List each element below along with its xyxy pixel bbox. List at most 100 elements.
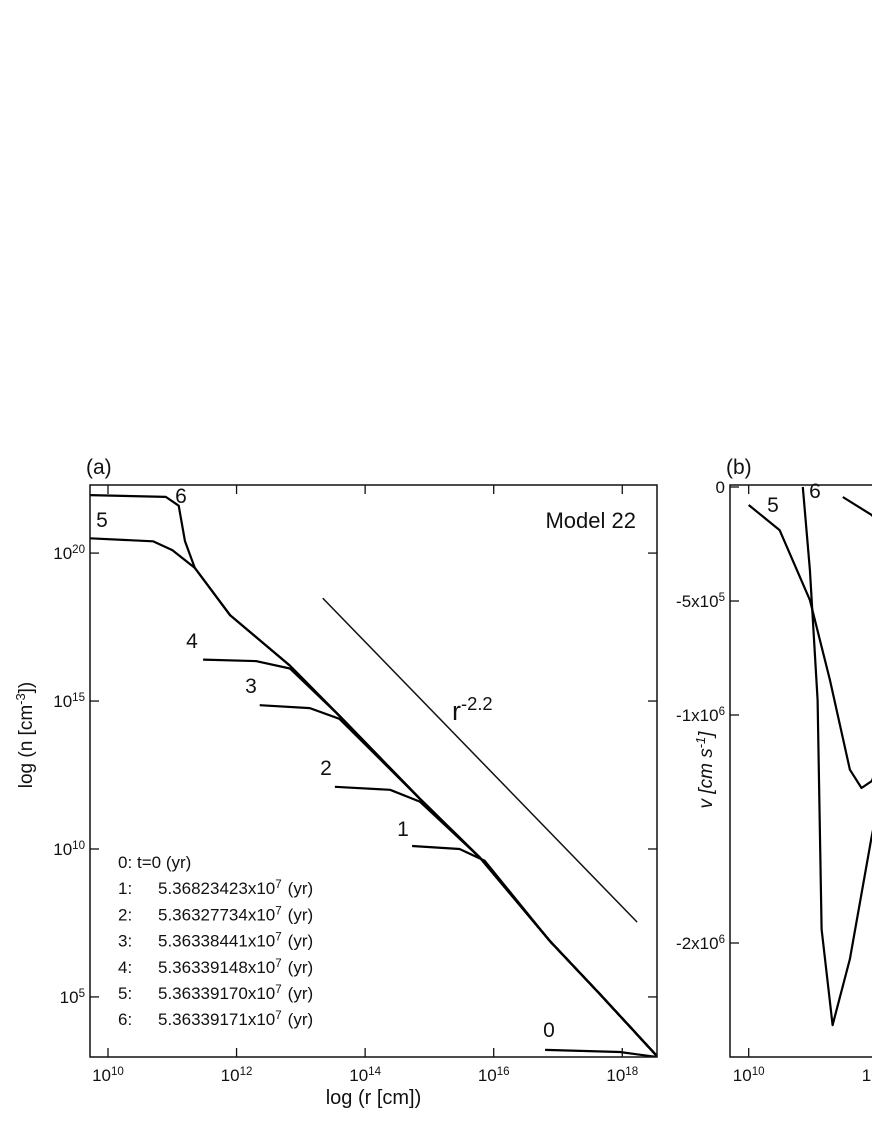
y-axis-label: v [cm s-1] [693,731,718,809]
series-label: 2 [320,757,332,780]
text-part: 10 [733,1066,752,1085]
text-part: -2x10 [676,934,719,953]
legend-text: 5.36339148x10 [158,958,275,977]
legend-text: t=0 (yr) [137,853,191,872]
x-tick-label: 1014 [349,1066,381,1085]
superscript: 18 [625,1066,638,1078]
y-tick-label: -1x106 [676,706,725,725]
legend-entry: 3: 5.36338441x107 (yr) [118,932,313,951]
legend-unit: (yr) [288,879,313,898]
series-label: 5 [96,509,108,532]
superscript: 7 [275,958,281,970]
superscript: 5 [719,592,725,604]
series-label: 3 [245,675,257,698]
legend-key: 3: [118,932,132,951]
superscript: 6 [719,934,725,946]
superscript: 10 [111,1066,124,1078]
text-part: -5x10 [676,592,719,611]
legend-text: 5.36339171x10 [158,1010,275,1029]
series-label: 6 [809,480,821,503]
y-axis-label: log (n [cm-3]) [13,682,38,789]
text-part: 10 [92,1066,111,1085]
legend-entry: 6: 5.36339171x107 (yr) [118,1010,313,1029]
superscript: 7 [275,1010,281,1022]
y-tick-label: 1020 [53,544,85,563]
legend-unit: (yr) [288,984,313,1003]
text-part: log (n [cm [16,705,37,788]
legend-key: 1: [118,879,132,898]
plot-frame [729,484,872,1058]
superscript: 10 [752,1066,765,1078]
y-tick-label: 1015 [53,692,85,711]
text-part: 10 [53,692,72,711]
superscript: -3 [13,693,28,704]
panel [90,494,657,1057]
series-label: 5 [767,494,779,517]
legend-key: 0: [118,853,132,872]
data-line [801,486,872,1027]
panel-label: (b) [726,456,752,479]
x-tick-label: 1018 [606,1066,638,1085]
superscript: -2.2 [461,693,493,714]
data-line [545,1048,657,1057]
reference-line [322,597,638,923]
legend-unit: (yr) [288,905,313,924]
legend-text: 5.36338441x10 [158,932,275,951]
legend-entry: 0: t=0 (yr) [118,853,191,872]
text-part: -1x10 [676,706,719,725]
x-tick-label: 1012 [221,1066,253,1085]
superscript: 14 [368,1066,381,1078]
text-part: 10 [221,1066,240,1085]
text-part: 10 [53,544,72,563]
superscript: 7 [275,932,281,944]
series-label: 6 [175,485,187,508]
text-part: 10 [478,1066,497,1085]
data-line [842,496,872,518]
legend-entry: 5: 5.36339170x107 (yr) [118,984,313,1003]
superscript: 12 [240,1066,253,1078]
legend-key: 2: [118,905,132,924]
legend-unit: (yr) [288,958,313,977]
data-line [412,844,657,1057]
legend-text: 5.36823423x10 [158,879,275,898]
series-label: 0 [543,1019,555,1042]
legend-key: 5: [118,984,132,1003]
y-tick-label: -2x106 [676,934,725,953]
y-tick-label: 0 [716,478,725,497]
y-tick-label: 105 [60,988,85,1007]
data-line [748,504,872,790]
data-line [90,494,657,1057]
text-part: v [cm s [696,748,717,809]
text-part: ] [696,731,717,739]
legend-unit: (yr) [288,1010,313,1029]
legend-entry: 4: 5.36339148x107 (yr) [118,958,313,977]
text-part: 10 [606,1066,625,1085]
model-label: Model 22 [545,508,636,533]
text-part: r [452,696,461,726]
x-tick-label: 1012 [862,1066,872,1085]
y-tick-label: 1010 [53,840,85,859]
text-part: 10 [53,840,72,859]
legend-text: 5.36327734x10 [158,905,275,924]
data-line [90,537,657,1057]
text-part: ]) [16,682,37,694]
superscript: 7 [275,905,281,917]
series-label: 1 [397,818,409,841]
legend-key: 4: [118,958,132,977]
x-tick-label: 1016 [478,1066,510,1085]
legend-unit: (yr) [288,932,313,951]
superscript: 20 [72,544,85,556]
series-label: 4 [186,630,198,653]
superscript: 6 [719,706,725,718]
y-tick-label: -5x105 [676,592,725,611]
superscript: 5 [79,988,85,1000]
reference-label: r-2.2 [452,693,493,727]
superscript: 10 [72,840,85,852]
legend-key: 6: [118,1010,132,1029]
text-part: 10 [862,1066,872,1085]
panel-label: (a) [86,456,112,479]
legend-entry: 1: 5.36823423x107 (yr) [118,879,313,898]
superscript: 7 [275,984,281,996]
